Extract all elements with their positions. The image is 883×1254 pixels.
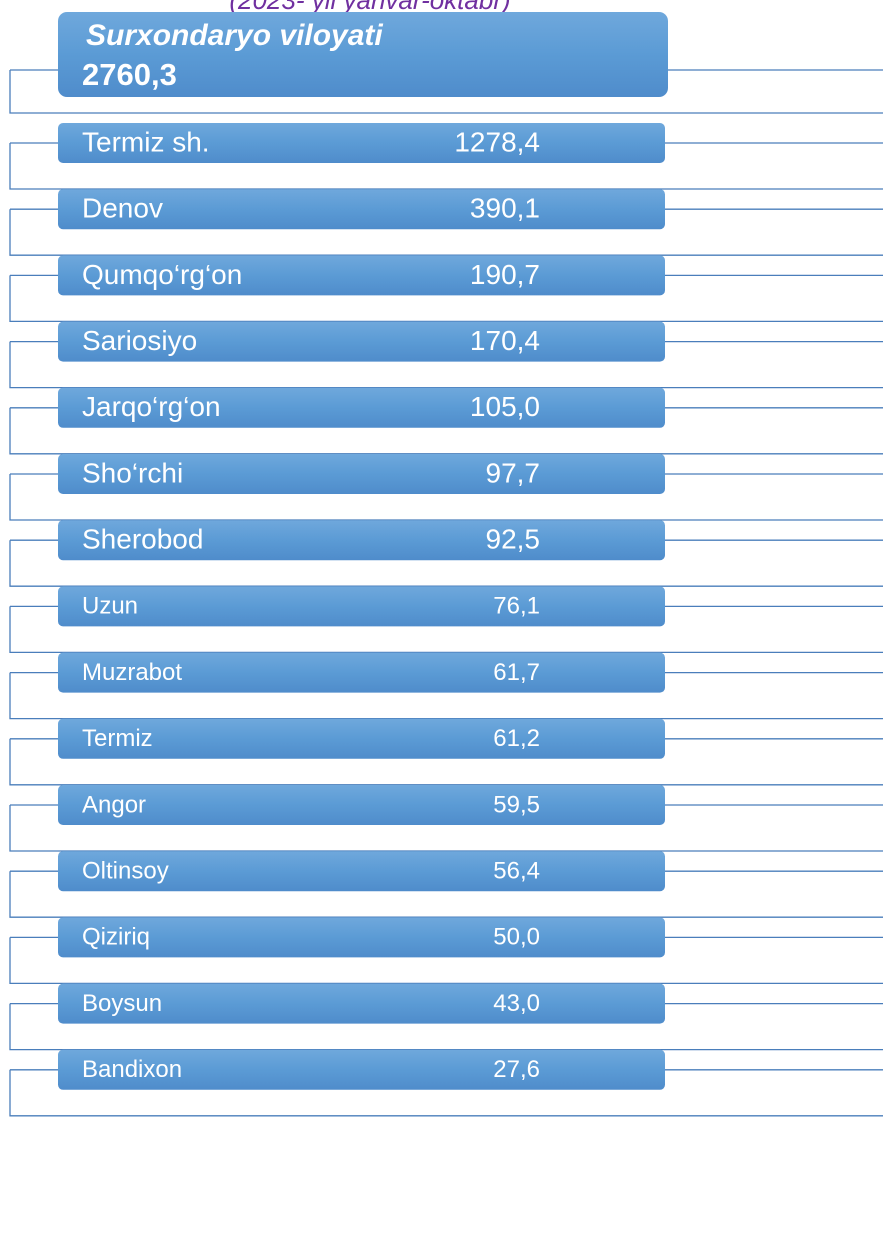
item-name: Denov (82, 193, 163, 224)
item-name: Muzrabot (82, 659, 182, 686)
item-box (58, 123, 665, 163)
item-name: Bandixon (82, 1056, 182, 1083)
connectors (9, 69, 883, 1117)
connector (9, 208, 883, 256)
item-name: Sherobod (82, 524, 203, 555)
item-box (58, 652, 665, 693)
item-box (58, 189, 665, 230)
item-name: Termiz sh. (82, 126, 210, 157)
connector (9, 274, 883, 323)
connector (9, 1069, 883, 1117)
item-value: 76,1 (493, 593, 540, 620)
connector (9, 539, 883, 587)
item-value: 59,5 (493, 791, 540, 818)
item-name: Boysun (82, 990, 162, 1017)
item-value: 61,7 (493, 659, 540, 686)
item-value: 56,4 (493, 858, 540, 885)
connector (9, 605, 883, 654)
item-box (58, 917, 665, 958)
item-box (58, 321, 665, 362)
item-box (58, 851, 665, 892)
period: (2023- yil yanvar-oktabr) (229, 0, 510, 15)
connector (9, 738, 883, 786)
item-box (58, 785, 665, 825)
item-value: 105,0 (470, 391, 540, 422)
item-name: Sho‘rchi (82, 457, 183, 488)
item-value: 27,6 (493, 1056, 540, 1083)
item-value: 97,7 (486, 457, 541, 488)
connector (9, 804, 883, 852)
item-name: Sariosiyo (82, 325, 197, 356)
item-value: 390,1 (470, 193, 540, 224)
item-value: 61,2 (493, 725, 540, 752)
item-value: 92,5 (486, 524, 541, 555)
item-box (58, 454, 665, 494)
connector (9, 936, 883, 985)
item-box (58, 255, 665, 296)
item-box (58, 387, 665, 428)
item-value: 170,4 (470, 325, 540, 356)
item-name: Angor (82, 791, 146, 818)
connector (9, 407, 883, 455)
connector (9, 473, 883, 521)
header-title: Surxondaryo viloyati (86, 19, 383, 52)
item-name: Uzun (82, 593, 138, 620)
header-total: 2760,3 (82, 57, 177, 92)
rows: Termiz sh. 1278,4 Denov 390,1 Qumqo‘rg‘on 190… (58, 123, 665, 1090)
item-name: Qumqo‘rg‘on (82, 259, 242, 290)
connector (9, 870, 883, 918)
item-box (58, 520, 665, 561)
connector (9, 671, 883, 720)
item-name: Termiz (82, 725, 153, 752)
item-value: 190,7 (470, 259, 540, 290)
item-value: 43,0 (493, 990, 540, 1017)
connector (9, 340, 883, 389)
item-box (58, 718, 665, 759)
item-box (58, 983, 665, 1024)
connector (9, 69, 883, 114)
item-box (58, 1049, 665, 1090)
connector (9, 1002, 883, 1051)
header-box (58, 12, 668, 97)
connector (9, 142, 883, 190)
item-name: Oltinsoy (82, 858, 169, 885)
item-box (58, 586, 665, 627)
item-name: Jarqo‘rg‘on (82, 391, 221, 422)
item-value: 1278,4 (454, 126, 540, 157)
item-value: 50,0 (493, 924, 540, 951)
item-name: Qiziriq (82, 924, 150, 951)
